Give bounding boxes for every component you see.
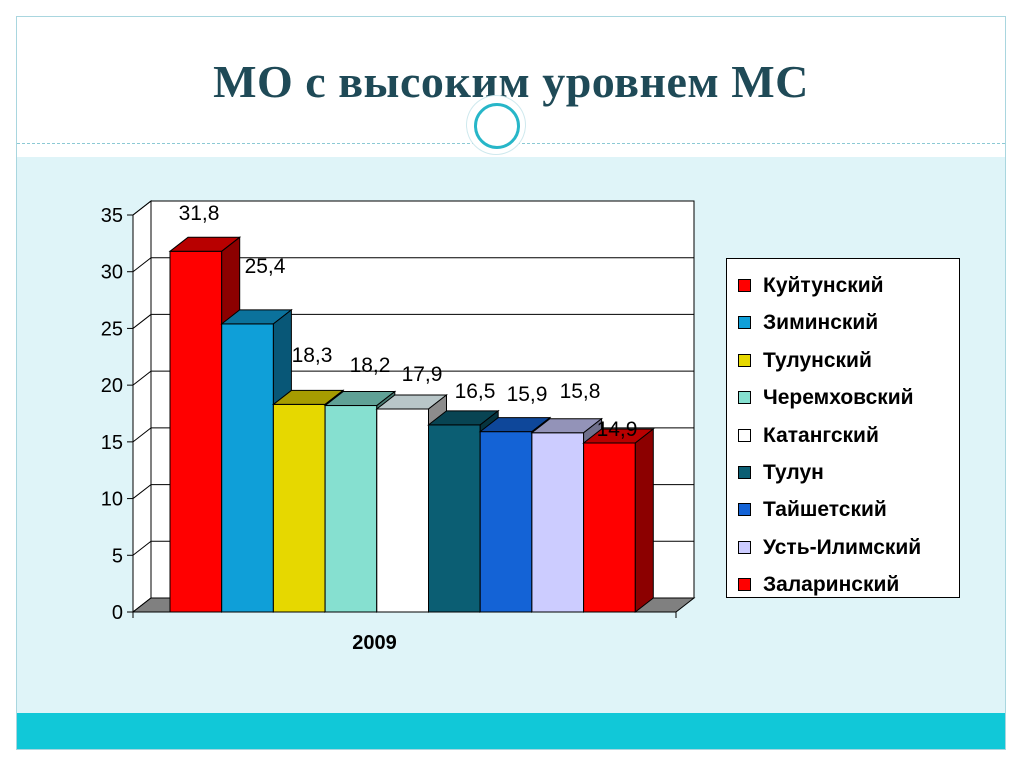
legend-swatch bbox=[738, 428, 751, 442]
legend-label: Тулунский bbox=[763, 348, 872, 372]
y-tick-label: 5 bbox=[112, 545, 123, 567]
bar-data-label: 16,5 bbox=[455, 380, 496, 403]
chart-legend: Куйтунский Зиминский Тулунский Черемховский… bbox=[726, 258, 960, 598]
bar-front bbox=[531, 432, 585, 613]
x-category-label: 2009 bbox=[352, 632, 397, 654]
legend-label: Тайшетский bbox=[763, 498, 887, 522]
legend-item: Усть-Илимский bbox=[727, 529, 959, 566]
bar-front bbox=[428, 424, 481, 613]
legend-swatch bbox=[738, 503, 751, 517]
y-tick-label: 25 bbox=[101, 318, 123, 340]
legend-swatch bbox=[738, 465, 751, 479]
y-tick-label: 30 bbox=[101, 262, 123, 284]
legend-item: Тайшетский bbox=[727, 491, 959, 528]
bar-data-label: 31,8 bbox=[179, 202, 220, 225]
bar-data-label: 15,8 bbox=[560, 380, 601, 403]
legend-swatch bbox=[738, 540, 751, 554]
bar-data-label: 14,9 bbox=[597, 418, 638, 441]
bar-front bbox=[221, 323, 274, 613]
legend-item: Тулунский bbox=[727, 342, 959, 379]
legend-item: Катангский bbox=[727, 417, 959, 454]
legend-swatch bbox=[738, 316, 751, 330]
legend-swatch bbox=[738, 279, 751, 292]
gridline bbox=[132, 313, 694, 329]
bar-data-label: 15,9 bbox=[507, 383, 548, 406]
slide-title: МО с высоким уровнем МС bbox=[213, 56, 809, 107]
bar-data-label: 17,9 bbox=[402, 363, 443, 386]
legend-swatch bbox=[738, 578, 751, 592]
y-tick-label: 20 bbox=[101, 375, 123, 397]
legend-swatch bbox=[738, 391, 751, 405]
bar-data-label: 18,3 bbox=[292, 344, 333, 367]
bar-front bbox=[324, 405, 378, 613]
plot-side-wall bbox=[132, 199, 152, 614]
legend-label: Зиминский bbox=[763, 311, 879, 335]
legend-label: Черемховский bbox=[763, 386, 914, 410]
y-tick-label: 35 bbox=[101, 205, 123, 227]
circle-ornament-icon bbox=[467, 96, 525, 154]
legend-item: Куйтунский bbox=[727, 267, 959, 304]
legend-label: Тулун bbox=[763, 460, 824, 484]
legend-item: Черемховский bbox=[727, 379, 959, 416]
legend-swatch bbox=[738, 353, 751, 367]
bar-data-label: 18,2 bbox=[350, 354, 391, 377]
bar-side bbox=[634, 427, 654, 614]
legend-label: Катангский bbox=[763, 423, 879, 447]
gridline bbox=[132, 370, 694, 386]
bar-front bbox=[479, 431, 533, 613]
bar-front bbox=[272, 403, 326, 613]
legend-item: Заларинский bbox=[727, 566, 959, 603]
gridline bbox=[132, 200, 694, 216]
legend-label: Усть-Илимский bbox=[763, 535, 922, 559]
bar-front bbox=[583, 442, 636, 613]
bar-data-label: 25,4 bbox=[245, 255, 286, 278]
legend-item: Зиминский bbox=[727, 304, 959, 341]
bar-front bbox=[376, 408, 429, 613]
bar-front bbox=[169, 250, 223, 613]
legend-item: Тулун bbox=[727, 454, 959, 491]
y-tick-label: 0 bbox=[112, 602, 123, 624]
legend-label: Заларинский bbox=[763, 573, 900, 597]
y-tick-label: 15 bbox=[101, 432, 123, 454]
gridline bbox=[132, 257, 694, 273]
legend-label: Куйтунский bbox=[763, 274, 884, 297]
circle-ring-icon bbox=[474, 103, 520, 149]
y-tick-label: 10 bbox=[101, 489, 123, 511]
footer-band bbox=[17, 713, 1005, 749]
